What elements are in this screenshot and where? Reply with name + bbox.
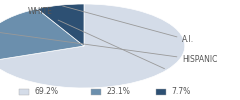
Wedge shape (0, 4, 185, 88)
Text: 69.2%: 69.2% (34, 88, 58, 96)
Text: HISPANIC: HISPANIC (0, 32, 218, 64)
Text: A.I.: A.I. (63, 6, 195, 44)
Text: 7.7%: 7.7% (171, 88, 190, 96)
Text: 23.1%: 23.1% (106, 88, 130, 96)
Wedge shape (37, 4, 84, 46)
Bar (19, 89, 29, 95)
Bar (156, 89, 166, 95)
Text: WHITE: WHITE (28, 8, 164, 69)
Wedge shape (0, 9, 84, 61)
Bar (91, 89, 101, 95)
